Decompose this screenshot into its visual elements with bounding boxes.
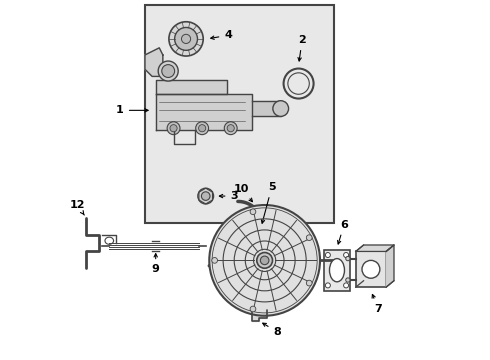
Circle shape — [362, 260, 380, 278]
Circle shape — [346, 278, 350, 282]
Text: 2: 2 — [298, 35, 306, 61]
Circle shape — [306, 280, 312, 286]
Circle shape — [162, 64, 174, 77]
Bar — [145, 5, 334, 223]
Text: 1: 1 — [116, 105, 148, 115]
Circle shape — [273, 101, 289, 116]
Circle shape — [250, 209, 256, 215]
Circle shape — [257, 252, 272, 268]
Circle shape — [167, 122, 180, 135]
Circle shape — [158, 61, 178, 81]
Circle shape — [181, 34, 191, 44]
Text: 9: 9 — [152, 254, 160, 274]
Circle shape — [260, 256, 269, 265]
Polygon shape — [252, 102, 281, 116]
Circle shape — [198, 125, 206, 132]
Circle shape — [212, 257, 218, 263]
Text: 11: 11 — [212, 243, 228, 262]
Circle shape — [343, 283, 348, 288]
Text: 8: 8 — [263, 323, 281, 337]
Ellipse shape — [329, 258, 344, 282]
Circle shape — [224, 122, 237, 135]
Polygon shape — [156, 94, 252, 130]
Polygon shape — [145, 48, 163, 76]
Text: 4: 4 — [211, 30, 232, 40]
Text: 6: 6 — [338, 220, 348, 244]
Text: 3: 3 — [220, 191, 238, 201]
Circle shape — [198, 188, 214, 204]
Polygon shape — [252, 310, 267, 321]
Circle shape — [346, 256, 350, 261]
Circle shape — [209, 205, 320, 316]
Polygon shape — [356, 245, 394, 251]
Circle shape — [227, 125, 234, 132]
Circle shape — [169, 22, 203, 56]
Circle shape — [174, 27, 197, 50]
Bar — [323, 249, 350, 291]
Circle shape — [170, 125, 177, 132]
Circle shape — [325, 252, 330, 257]
Text: 12: 12 — [70, 200, 85, 215]
Circle shape — [306, 235, 312, 240]
Text: 7: 7 — [372, 294, 382, 314]
Polygon shape — [156, 80, 227, 94]
Circle shape — [250, 306, 256, 312]
Bar — [356, 251, 386, 287]
Circle shape — [201, 192, 210, 201]
Circle shape — [196, 122, 209, 135]
Text: 10: 10 — [234, 184, 252, 202]
Circle shape — [325, 283, 330, 288]
Circle shape — [343, 252, 348, 257]
Polygon shape — [386, 245, 394, 287]
Text: 5: 5 — [261, 182, 275, 223]
